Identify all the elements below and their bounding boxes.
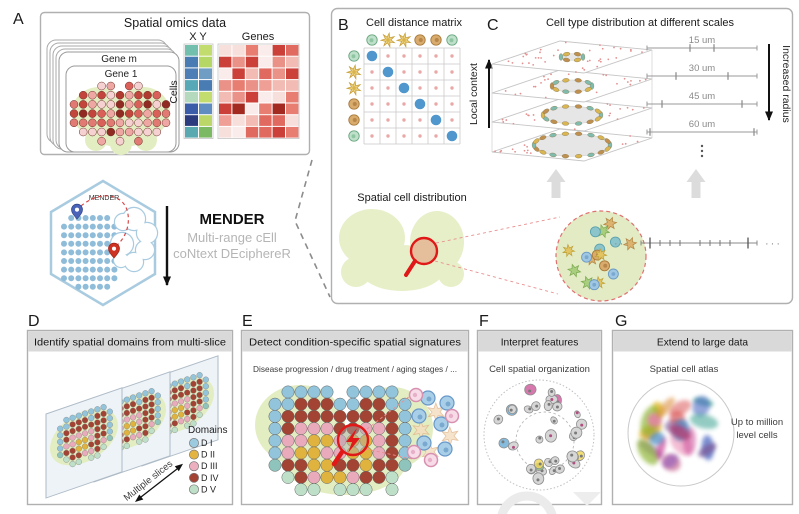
panel-d-header	[28, 331, 232, 352]
panel-a-title: Spatial omics data	[124, 16, 226, 30]
up-arrow-right-icon	[686, 169, 706, 198]
panel-e-label: E	[242, 313, 253, 330]
scale-dots-ellipsis	[700, 144, 704, 158]
magnifier-icon	[404, 236, 439, 277]
panel-f-header	[478, 331, 601, 352]
watermark	[497, 491, 601, 514]
increased-radius-label: Increased radius	[780, 45, 792, 123]
legend-swatch-3	[189, 472, 199, 483]
ruler-ellipsis-left: ···	[614, 238, 631, 250]
legend-swatch-2	[189, 461, 199, 472]
legend-label-4: D V	[201, 484, 216, 494]
xy-matrix	[183, 43, 214, 139]
tissue-blob-c	[339, 209, 464, 291]
panel-g-title: Extend to large data	[657, 338, 749, 349]
cells-axis-label: Cells	[168, 80, 180, 103]
zoomed-cells	[561, 216, 638, 291]
up-arrow-left-icon	[546, 169, 566, 198]
panel-c-title: Cell type distribution at different scal…	[546, 17, 735, 29]
legend-swatch-0	[189, 438, 199, 448]
scale-ruler	[640, 237, 758, 249]
panel-f-label: F	[479, 313, 489, 330]
scale-bar-label-2: 45 um	[689, 91, 715, 102]
logo-dashed-path	[80, 195, 129, 247]
local-context-label: Local context	[468, 63, 480, 125]
panel-e-header	[242, 331, 468, 352]
lightning-icon	[346, 428, 360, 453]
e-magnifier-icon	[331, 423, 370, 467]
panel-bc: B Cell distance matrix C Cell type distr…	[330, 7, 794, 305]
g-note-line-1: Up to million	[731, 417, 783, 428]
panel-c-label: C	[487, 17, 499, 34]
xy-matrix-header: X Y	[189, 31, 207, 43]
panel-g-header	[613, 331, 792, 352]
spatial-distribution-title: Spatial cell distribution	[357, 192, 466, 204]
mender-title: MENDER	[199, 211, 264, 228]
panel-f-subtitle: Cell spatial organization	[489, 364, 590, 375]
scale-bars	[646, 44, 758, 136]
multiple-slices-arrow	[135, 463, 183, 502]
scale-bar-label-3: 60 um	[689, 119, 715, 130]
panel-connector-dashes	[294, 159, 331, 298]
g-note-line-2: level cells	[736, 430, 777, 441]
panel-d-label: D	[28, 313, 40, 330]
panel-f: Interpret features Cell spatial organiza…	[476, 329, 603, 506]
panel-e-title: Detect condition-specific spatial signat…	[249, 338, 461, 349]
legend-label-1: D II	[201, 450, 215, 460]
mender-subtitle-1: Multi-range cEll	[187, 230, 277, 245]
panel-e-subtitle: Disease progression / drug treatment / a…	[253, 365, 457, 374]
location-pin-red-icon	[108, 242, 120, 259]
panel-f-title: Interpret features	[501, 338, 579, 349]
cell-distance-matrix	[345, 31, 461, 145]
domains-legend-title: Domains	[188, 425, 227, 436]
panel-d: Identify spatial domains from multi-slic…	[26, 329, 234, 506]
location-pin-blue-icon	[71, 203, 83, 220]
legend-label-2: D III	[201, 461, 218, 471]
panel-d-title: Identify spatial domains from multi-slic…	[34, 338, 226, 349]
ruler-ellipsis-right: ···	[765, 238, 782, 250]
g-blobs	[636, 395, 719, 472]
mender-logo: MENDER	[49, 179, 159, 307]
panel-g-subtitle: Spatial cell atlas	[650, 364, 719, 375]
panel-e: Detect condition-specific spatial signat…	[240, 329, 470, 506]
mender-method: MENDER Multi-range cEll coNtext DEcipher…	[163, 206, 291, 286]
logo-title: MENDER	[89, 195, 119, 202]
scale-bar-label-0: 15 um	[689, 35, 715, 46]
genes-matrix	[217, 43, 300, 139]
legend-label-0: D I	[201, 438, 213, 448]
gene-m-label: Gene m	[101, 54, 137, 65]
panel-g-label: G	[615, 313, 627, 330]
domains-legend: Domains D I D II D III D IV D V	[188, 425, 227, 494]
panel-a-label: A	[13, 11, 24, 28]
slices-group	[45, 355, 219, 499]
panel-g: Extend to large data Spatial cell atlas …	[611, 329, 794, 506]
legend-swatch-1	[189, 449, 199, 460]
panel-b-title: Cell distance matrix	[366, 17, 462, 29]
legend-swatch-4	[189, 484, 199, 495]
f-cells	[493, 383, 588, 485]
e-zoom-lines	[365, 395, 413, 460]
panel-b-label: B	[338, 17, 349, 34]
mender-subtitle-2: coNtext DEciphereR	[173, 246, 291, 261]
e-cell-cluster	[406, 387, 460, 468]
scale-bar-label-1: 30 um	[689, 63, 715, 74]
panel-a: Spatial omics data Gene m Gene 1 Cells X…	[39, 11, 311, 156]
scale-planes	[491, 40, 653, 162]
genes-matrix-header: Genes	[242, 31, 275, 43]
tissue-dots	[69, 81, 171, 146]
legend-label-3: D IV	[201, 473, 219, 483]
gene-1-label: Gene 1	[105, 69, 138, 80]
